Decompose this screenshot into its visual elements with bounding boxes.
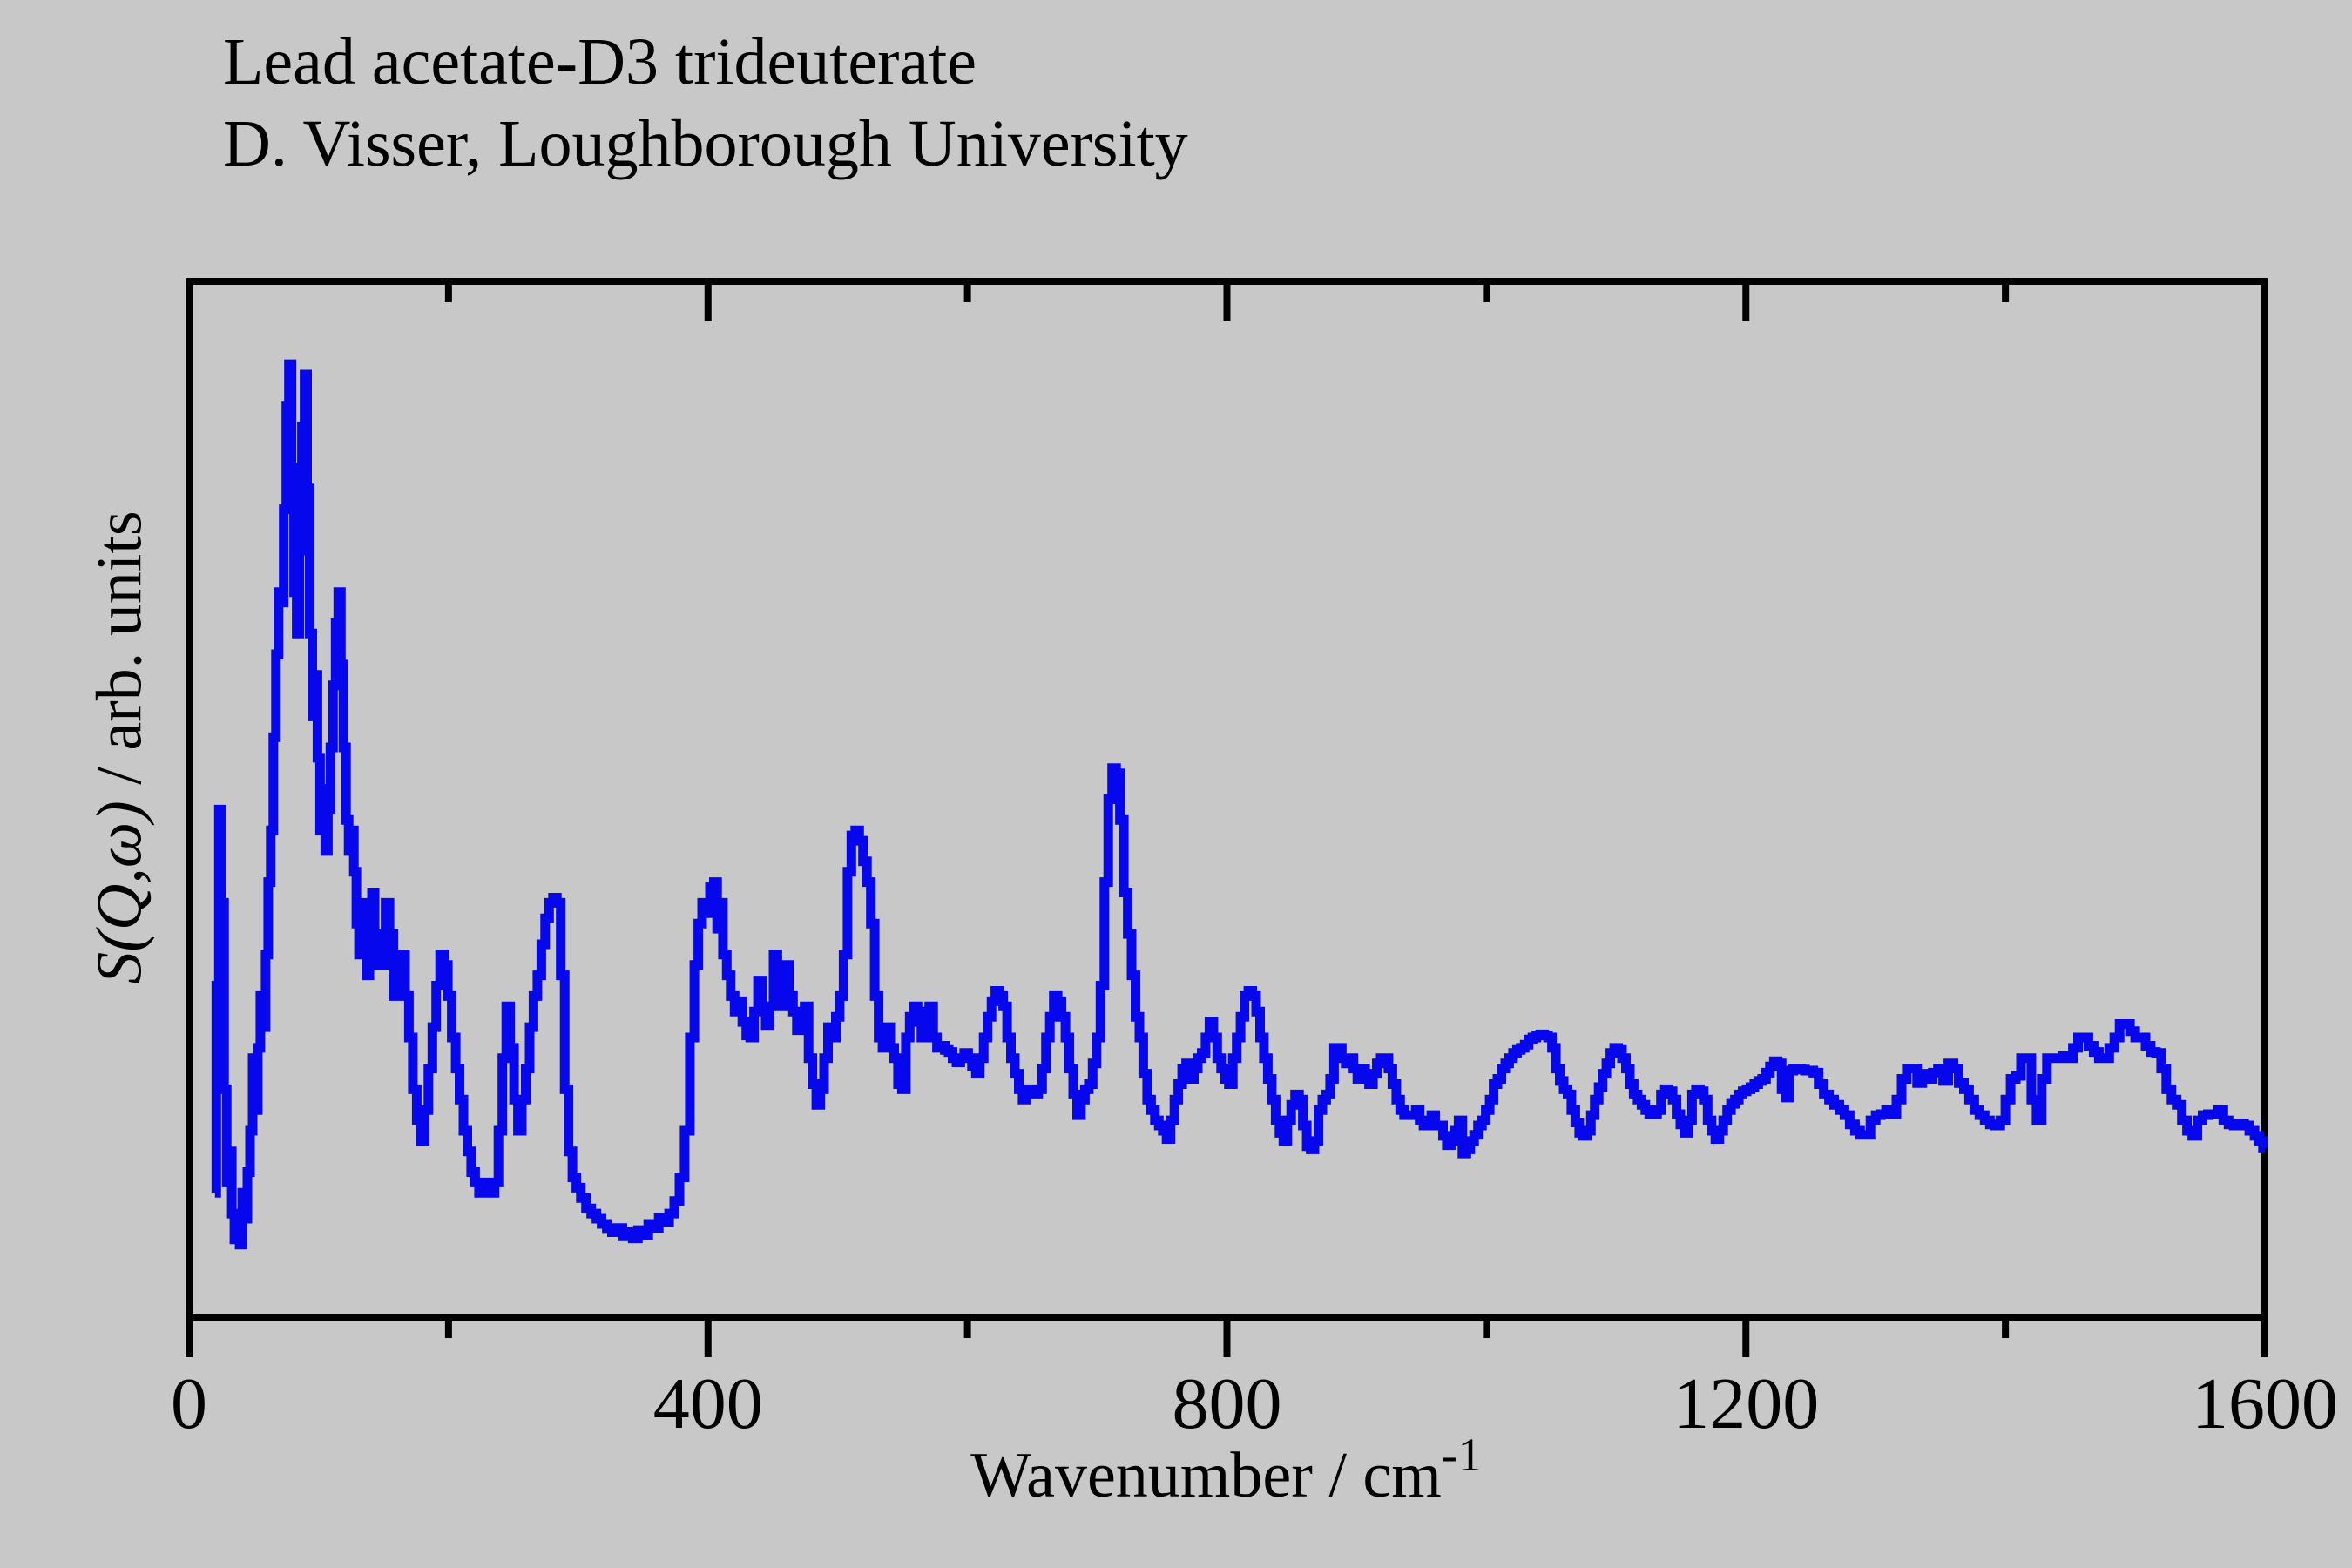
x-tick-label-400: 400: [652, 1363, 763, 1444]
x-axis-label-superscript: -1: [1441, 1429, 1483, 1481]
y-axis-label-units: / arb. units: [84, 510, 156, 801]
x-tick-label-800: 800: [1172, 1363, 1282, 1444]
y-axis-label-math: S(Q,ω): [84, 801, 156, 984]
plot-frame: [186, 278, 2268, 1321]
chart-subtitle: D. Visser, Loughborough University: [223, 107, 1188, 180]
x-tick-label-1600: 1600: [2192, 1363, 2338, 1444]
x-axis-label-text: Wavenumber / cm: [970, 1440, 1442, 1511]
x-tick-label-1200: 1200: [1673, 1363, 1820, 1444]
x-axis-label: Wavenumber / cm-1: [355, 1429, 2098, 1513]
y-axis-label: S(Q,ω) / arb. units: [84, 510, 158, 983]
chart-title: Lead acetate-D3 trideuterate: [223, 25, 977, 98]
x-tick-label-0: 0: [171, 1363, 207, 1444]
spectrum-line: [211, 359, 2268, 1250]
